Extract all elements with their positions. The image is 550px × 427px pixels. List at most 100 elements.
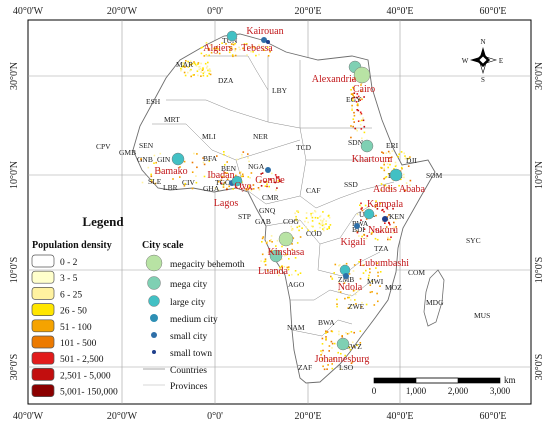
density-speckle bbox=[351, 78, 354, 81]
density-speckle bbox=[390, 188, 393, 190]
density-speckle bbox=[291, 243, 293, 245]
large-city-symbol bbox=[148, 295, 160, 307]
density-speckle bbox=[352, 99, 354, 102]
density-speckle bbox=[318, 222, 321, 225]
density-speckle bbox=[228, 155, 230, 157]
density-speckle bbox=[404, 189, 407, 192]
density-speckle bbox=[347, 307, 349, 309]
density-speckle bbox=[365, 303, 368, 306]
density-speckle bbox=[321, 358, 324, 361]
density-speckle bbox=[331, 330, 334, 333]
density-speckle bbox=[393, 226, 395, 229]
density-speckle bbox=[183, 71, 186, 74]
density-speckle bbox=[266, 241, 268, 243]
density-speckle bbox=[296, 220, 299, 222]
density-speckle bbox=[182, 62, 185, 65]
density-speckle bbox=[334, 263, 337, 266]
density-speckle bbox=[326, 368, 328, 370]
density-speckle bbox=[356, 230, 359, 233]
density-speckle bbox=[248, 160, 250, 163]
density-speckle bbox=[271, 250, 273, 252]
density-speckle bbox=[320, 350, 322, 352]
density-speckle bbox=[207, 61, 209, 64]
density-speckle bbox=[186, 66, 189, 68]
density-speckle bbox=[304, 220, 306, 223]
density-speckle bbox=[220, 182, 223, 185]
density-speckle bbox=[245, 43, 248, 46]
density-speckle bbox=[261, 48, 264, 51]
density-speckle bbox=[277, 176, 280, 178]
density-speckle bbox=[225, 43, 227, 45]
density-speckle bbox=[203, 175, 206, 178]
density-speckle bbox=[264, 264, 267, 266]
compass-s: S bbox=[481, 76, 485, 84]
density-speckle bbox=[322, 220, 324, 222]
density-speckle bbox=[189, 60, 192, 62]
density-speckle bbox=[246, 54, 248, 56]
density-speckle bbox=[390, 156, 393, 158]
density-speckle bbox=[265, 242, 268, 244]
density-speckle bbox=[360, 97, 362, 99]
density-speckle bbox=[190, 68, 192, 71]
density-speckle bbox=[352, 125, 354, 128]
density-speckle bbox=[195, 65, 198, 67]
density-speckle bbox=[325, 330, 327, 332]
density-speckle bbox=[363, 96, 365, 98]
tick-label: 0°0' bbox=[207, 6, 223, 17]
density-speckle bbox=[328, 350, 330, 352]
city-marker bbox=[231, 175, 243, 187]
tick-label: 40°0'E bbox=[387, 6, 414, 17]
density-speckle bbox=[305, 217, 308, 219]
density-speckle bbox=[319, 226, 321, 229]
density-speckle bbox=[221, 183, 224, 185]
legend: Legend Population density 0 - 2 3 - 5 6 - … bbox=[31, 214, 245, 398]
density-speckle bbox=[388, 214, 390, 216]
density-speckle bbox=[280, 258, 283, 260]
density-speckle bbox=[338, 330, 340, 333]
density-speckle bbox=[362, 272, 365, 274]
density-speckle bbox=[296, 242, 299, 244]
city-class-label: small city bbox=[170, 332, 207, 342]
density-speckle bbox=[400, 166, 403, 169]
density-speckle bbox=[209, 44, 212, 46]
city-scale-legend: megacity behemoth mega city large city m… bbox=[143, 254, 245, 392]
density-speckle bbox=[356, 129, 358, 132]
density-speckle bbox=[246, 43, 248, 45]
density-speckle bbox=[234, 54, 237, 57]
density-speckle bbox=[400, 178, 402, 181]
density-speckle bbox=[343, 282, 346, 284]
country-code: STP bbox=[238, 212, 251, 221]
density-speckle bbox=[196, 166, 198, 169]
density-speckle bbox=[229, 49, 231, 51]
tick-label: 40°0'E bbox=[387, 411, 414, 422]
density-speckle bbox=[355, 96, 358, 99]
density-speckle bbox=[321, 357, 324, 359]
density-speckle bbox=[250, 50, 252, 53]
density-speckle bbox=[172, 178, 174, 180]
density-speckle bbox=[314, 210, 316, 212]
density-speckle bbox=[369, 291, 372, 294]
density-speckle bbox=[150, 179, 153, 181]
density-speckle bbox=[356, 290, 359, 293]
density-speckle bbox=[357, 95, 360, 98]
density-speckle bbox=[223, 151, 225, 153]
density-speckle bbox=[360, 90, 363, 93]
density-speckle bbox=[202, 157, 204, 159]
density-speckle bbox=[323, 223, 325, 226]
density-speckle bbox=[297, 273, 299, 276]
density-speckle bbox=[260, 185, 263, 187]
density-speckle bbox=[338, 290, 340, 292]
density-speckle bbox=[314, 210, 317, 213]
country-code: SOM bbox=[426, 171, 443, 180]
density-speckle bbox=[208, 48, 211, 50]
density-speckle bbox=[232, 43, 235, 46]
density-speckle bbox=[230, 47, 233, 49]
density-speckle bbox=[361, 137, 363, 140]
density-speckle bbox=[403, 173, 405, 176]
density-speckle bbox=[387, 166, 389, 169]
city-label: Nakuru bbox=[368, 225, 398, 236]
density-speckle bbox=[355, 303, 357, 305]
density-speckle bbox=[331, 342, 334, 345]
density-speckle bbox=[268, 185, 270, 188]
density-speckle bbox=[351, 97, 354, 100]
